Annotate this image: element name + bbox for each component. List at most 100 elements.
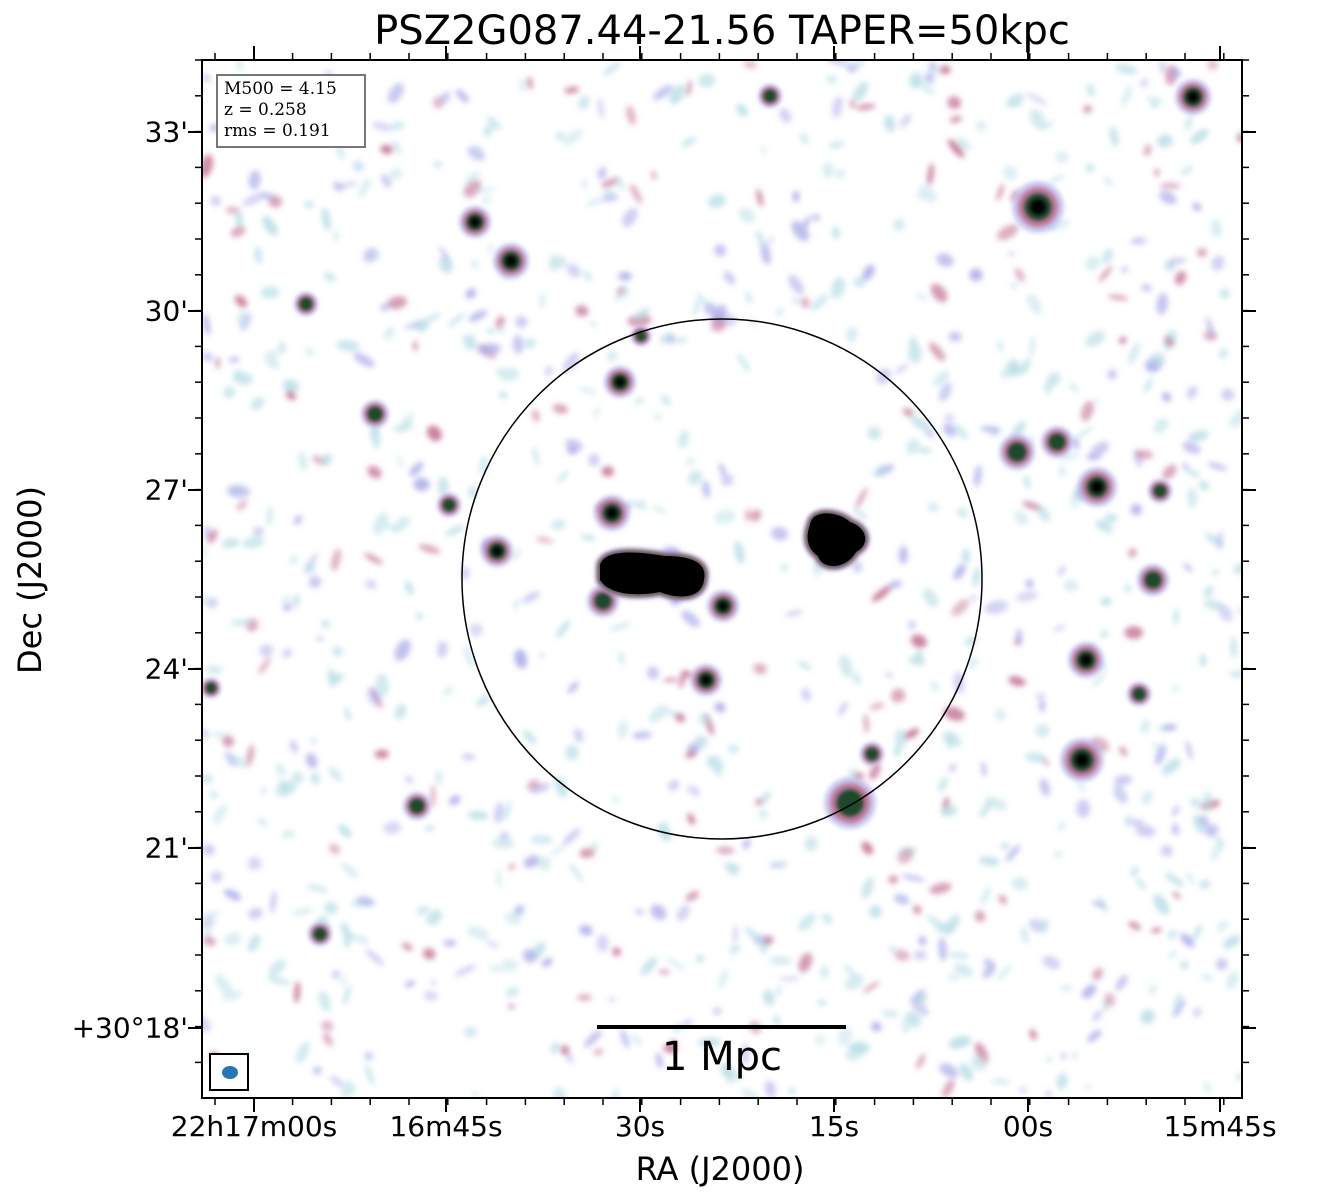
noise-blob bbox=[1202, 790, 1213, 813]
noise-blob bbox=[397, 455, 404, 468]
noise-blob bbox=[978, 856, 1000, 866]
noise-blob bbox=[468, 310, 488, 322]
noise-blob bbox=[726, 868, 739, 876]
noise-blob bbox=[1120, 266, 1129, 273]
noise-blob bbox=[404, 322, 421, 329]
noise-blob bbox=[953, 671, 965, 694]
noise-blob bbox=[801, 688, 811, 702]
noise-blob bbox=[1154, 169, 1160, 176]
noise-blob bbox=[1180, 933, 1195, 948]
noise-blob bbox=[871, 1021, 882, 1032]
noise-blob bbox=[416, 905, 429, 916]
noise-blob bbox=[1136, 878, 1146, 890]
noise-blob bbox=[884, 114, 896, 133]
noise-blob bbox=[1010, 189, 1019, 202]
noise-blob bbox=[283, 603, 292, 611]
noise-blob bbox=[1210, 840, 1224, 861]
noise-blob bbox=[405, 980, 415, 988]
noise-blob bbox=[763, 935, 774, 946]
noise-blob bbox=[331, 672, 345, 682]
noise-blob bbox=[304, 347, 315, 357]
noise-blob bbox=[1219, 288, 1230, 299]
noise-blob bbox=[729, 945, 741, 954]
noise-blob bbox=[852, 507, 868, 520]
noise-blob bbox=[536, 856, 552, 870]
noise-blob bbox=[221, 538, 240, 549]
noise-blob bbox=[714, 702, 726, 713]
noise-blob bbox=[530, 834, 554, 845]
noise-blob bbox=[696, 291, 710, 308]
noise-blob bbox=[846, 326, 858, 343]
noise-blob bbox=[837, 1026, 853, 1046]
noise-blob bbox=[1039, 918, 1049, 933]
noise-blob bbox=[929, 342, 946, 362]
noise-blob bbox=[282, 379, 300, 392]
noise-blob bbox=[1128, 342, 1140, 365]
noise-blob bbox=[1080, 400, 1094, 422]
noise-blob bbox=[234, 295, 248, 308]
noise-blob bbox=[843, 964, 857, 978]
noise-blob bbox=[1014, 267, 1025, 283]
noise-blob bbox=[539, 652, 544, 659]
noise-blob bbox=[792, 297, 799, 304]
noise-blob bbox=[1167, 929, 1178, 940]
noise-blob bbox=[1085, 164, 1095, 173]
noise-blob bbox=[629, 183, 643, 204]
noise-blob bbox=[908, 620, 916, 630]
noise-blob bbox=[550, 845, 566, 856]
noise-blob bbox=[1095, 519, 1114, 534]
noise-blob bbox=[445, 525, 465, 536]
noise-blob bbox=[724, 862, 741, 871]
noise-blob bbox=[202, 911, 222, 918]
axis-ticks bbox=[188, 46, 1256, 1112]
noise-blob bbox=[258, 657, 271, 675]
noise-blob bbox=[335, 181, 358, 190]
noise-blob bbox=[303, 563, 316, 574]
noise-blob bbox=[331, 548, 342, 572]
noise-blob bbox=[658, 969, 670, 975]
noise-blob bbox=[996, 183, 1004, 201]
noise-blob bbox=[981, 761, 987, 777]
noise-blob bbox=[1130, 865, 1139, 878]
noise-blob bbox=[1185, 468, 1201, 478]
noise-blob bbox=[1170, 68, 1181, 79]
noise-blob bbox=[430, 784, 436, 808]
noise-blob bbox=[242, 193, 265, 206]
noise-blob bbox=[439, 255, 453, 274]
noise-blob bbox=[634, 308, 650, 320]
noise-blob bbox=[702, 480, 711, 499]
noise-blob bbox=[652, 505, 667, 515]
noise-blob bbox=[951, 599, 970, 617]
noise-blob bbox=[1113, 784, 1128, 804]
noise-blob bbox=[536, 536, 554, 544]
noise-blob bbox=[930, 283, 948, 303]
x-axis-label: RA (J2000) bbox=[635, 1150, 805, 1188]
noise-blob bbox=[711, 754, 724, 777]
noise-blob bbox=[1150, 101, 1159, 109]
noise-blob bbox=[1107, 294, 1129, 301]
noise-blob bbox=[579, 924, 593, 936]
cluster-info-box: M500 = 4.15 z = 0.258 rms = 0.191 bbox=[216, 74, 366, 148]
noise-blob bbox=[697, 1037, 722, 1047]
noise-blob bbox=[1206, 317, 1215, 338]
noise-blob bbox=[814, 1035, 825, 1046]
noise-blob bbox=[280, 596, 292, 604]
noise-blob bbox=[316, 915, 329, 925]
noise-blob bbox=[744, 926, 762, 943]
noise-blob bbox=[494, 802, 504, 824]
noise-blob bbox=[278, 341, 286, 355]
noise-blob bbox=[1029, 335, 1035, 357]
noise-blob bbox=[760, 790, 771, 805]
noise-blob bbox=[387, 296, 408, 310]
noise-blob bbox=[769, 862, 784, 868]
noise-blob bbox=[743, 60, 758, 69]
noise-blob bbox=[364, 1052, 374, 1060]
noise-blob bbox=[760, 148, 767, 153]
noise-blob bbox=[202, 73, 211, 83]
radio-source bbox=[481, 535, 513, 567]
noise-blob bbox=[560, 1045, 570, 1055]
noise-blob bbox=[838, 701, 848, 717]
noise-blob bbox=[1037, 505, 1051, 522]
noise-blob bbox=[294, 981, 301, 1004]
r500-circle bbox=[461, 318, 983, 840]
